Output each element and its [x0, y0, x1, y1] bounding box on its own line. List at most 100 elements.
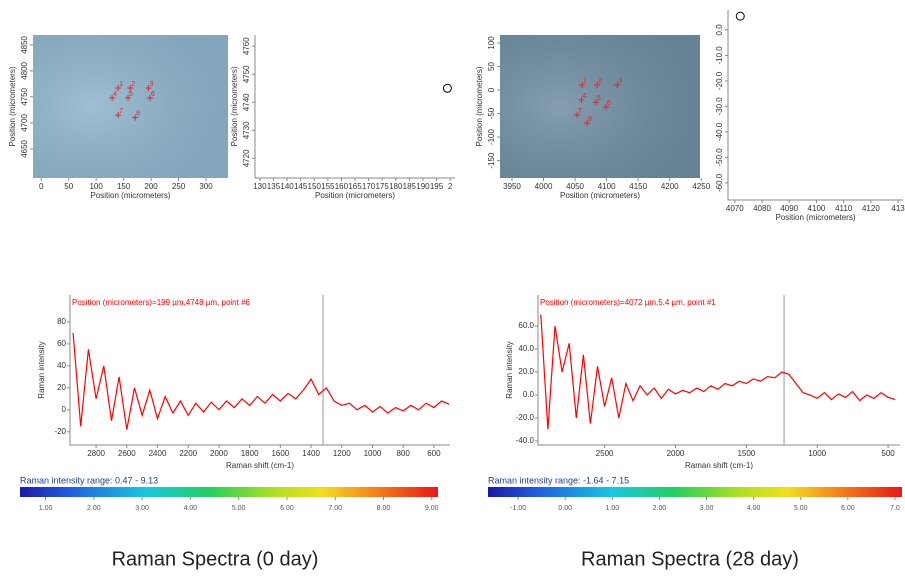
point-label: 3 — [149, 81, 153, 88]
axis-line — [727, 10, 903, 201]
y-tick-label: 0 — [487, 87, 496, 92]
x-axis-label: Position (micrometers) — [315, 191, 395, 200]
x-tick-label: 4110 — [835, 204, 853, 213]
x-tick-label: 1000 — [808, 449, 826, 458]
x-tick-label: 0 — [39, 182, 44, 191]
y-tick-label: 4750 — [242, 65, 251, 83]
x-axis-label: Position (micrometers) — [560, 191, 640, 200]
x-tick-label: 2200 — [179, 449, 197, 458]
x-tick-label: 1200 — [333, 449, 351, 458]
map-point — [115, 112, 122, 119]
colorbar-tick-label: 9.00 — [425, 505, 439, 512]
x-tick-label: 2 — [448, 182, 453, 191]
y-tick-label: 4760 — [242, 37, 251, 55]
scatter-point — [442, 83, 452, 93]
y-tick-label: 40.0 — [518, 344, 534, 353]
axis-line — [69, 295, 450, 446]
y-tick-label: 40 — [57, 361, 66, 370]
x-tick-label: 145 — [294, 182, 308, 191]
y-tick-label: 4740 — [242, 93, 251, 111]
x-tick-label: 165 — [348, 182, 362, 191]
point-label: 7 — [119, 108, 123, 115]
x-tick-label: 185 — [403, 182, 417, 191]
y-tick-label: 4850 — [20, 35, 29, 53]
y-axis-label: Raman intensity — [37, 341, 46, 398]
point-label: 5 — [597, 95, 601, 102]
x-tick-label: 190 — [416, 182, 430, 191]
y-tick-label: -50 — [487, 107, 496, 119]
point-label: 6 — [151, 91, 155, 98]
point-label: 1 — [583, 78, 587, 85]
x-tick-label: 600 — [427, 449, 441, 458]
colorbar-tick-label: 8.00 — [377, 505, 391, 512]
map-point — [573, 111, 580, 118]
y-tick-label: -20.0 — [715, 71, 724, 90]
x-tick-label: 135 — [267, 182, 281, 191]
axis-line — [254, 35, 455, 179]
colorbar-tick-label: 7.00 — [328, 505, 342, 512]
colorbar-tick-label: 2.00 — [653, 505, 667, 512]
map-point — [127, 85, 134, 92]
x-tick-label: 1500 — [737, 449, 755, 458]
x-tick-label: 200 — [144, 182, 158, 191]
map-point — [592, 99, 599, 106]
y-tick-label: 4700 — [20, 113, 29, 131]
y-tick-label: 0 — [62, 405, 67, 414]
y-tick-label: 50 — [487, 62, 496, 71]
x-tick-label: 4070 — [726, 204, 744, 213]
caption: Raman Spectra (28 day) — [581, 548, 799, 570]
colorbar-title: Raman intensity range: -1.64 - 7.15 — [488, 475, 629, 485]
x-tick-label: 150 — [117, 182, 131, 191]
y-tick-label: 60.0 — [518, 321, 534, 330]
y-tick-label: 0.0 — [523, 390, 535, 399]
x-tick-label: 170 — [362, 182, 376, 191]
colorbar-tick-label: 1.00 — [606, 505, 620, 512]
x-tick-label: 4120 — [862, 204, 880, 213]
map-point — [109, 94, 116, 101]
colorbar-tick-label: 1.00 — [39, 505, 53, 512]
x-tick-label: 2000 — [667, 449, 685, 458]
x-tick-label: 1800 — [241, 449, 259, 458]
x-tick-label: 195 — [430, 182, 444, 191]
point-label: 3 — [618, 78, 622, 85]
x-tick-label: 4050 — [566, 182, 584, 191]
colorbar-tick-label: 4.00 — [747, 505, 761, 512]
point-label: 7 — [578, 108, 582, 115]
x-tick-label: 4080 — [753, 204, 771, 213]
axis-line — [537, 295, 900, 446]
y-tick-label: -40.0 — [516, 436, 535, 445]
x-tick-label: 180 — [389, 182, 403, 191]
x-tick-label: 4100 — [808, 204, 826, 213]
point-label: 2 — [598, 78, 602, 85]
colorbar-tick-label: 3.00 — [135, 505, 149, 512]
colorbar-tick-label: 7.0 — [890, 505, 900, 512]
x-tick-label: 250 — [172, 182, 186, 191]
spectrum-line — [72, 332, 450, 430]
x-axis-label: Position (micrometers) — [90, 191, 170, 200]
map-point — [578, 96, 585, 103]
map-texture — [33, 35, 228, 178]
y-tick-label: 4650 — [20, 139, 29, 157]
x-tick-label: 2400 — [149, 449, 167, 458]
x-tick-label: 2800 — [87, 449, 105, 458]
x-tick-label: 155 — [321, 182, 335, 191]
colorbar-tick-label: 0.00 — [558, 505, 572, 512]
spectrum-title: Position (micrometers)=199 µm,4748 µm, p… — [72, 298, 251, 307]
colorbar-title: Raman intensity range: 0.47 - 9.13 — [20, 475, 158, 485]
y-tick-label: -30.0 — [715, 97, 724, 116]
map-texture — [500, 35, 700, 178]
y-tick-label: -10.0 — [715, 46, 724, 65]
map-point — [614, 81, 621, 88]
y-tick-label: -100 — [487, 129, 496, 146]
y-tick-label: -40.0 — [715, 122, 724, 141]
x-tick-label: 1400 — [302, 449, 320, 458]
map-point — [145, 85, 152, 92]
x-tick-label: 4090 — [780, 204, 798, 213]
x-tick-label: 100 — [89, 182, 103, 191]
x-tick-label: 4100 — [598, 182, 616, 191]
x-tick-label: 800 — [396, 449, 410, 458]
colorbar-tick-label: 5.00 — [794, 505, 808, 512]
y-tick-label: 20 — [57, 383, 66, 392]
y-axis-label: Position (micrometers) — [230, 66, 239, 146]
